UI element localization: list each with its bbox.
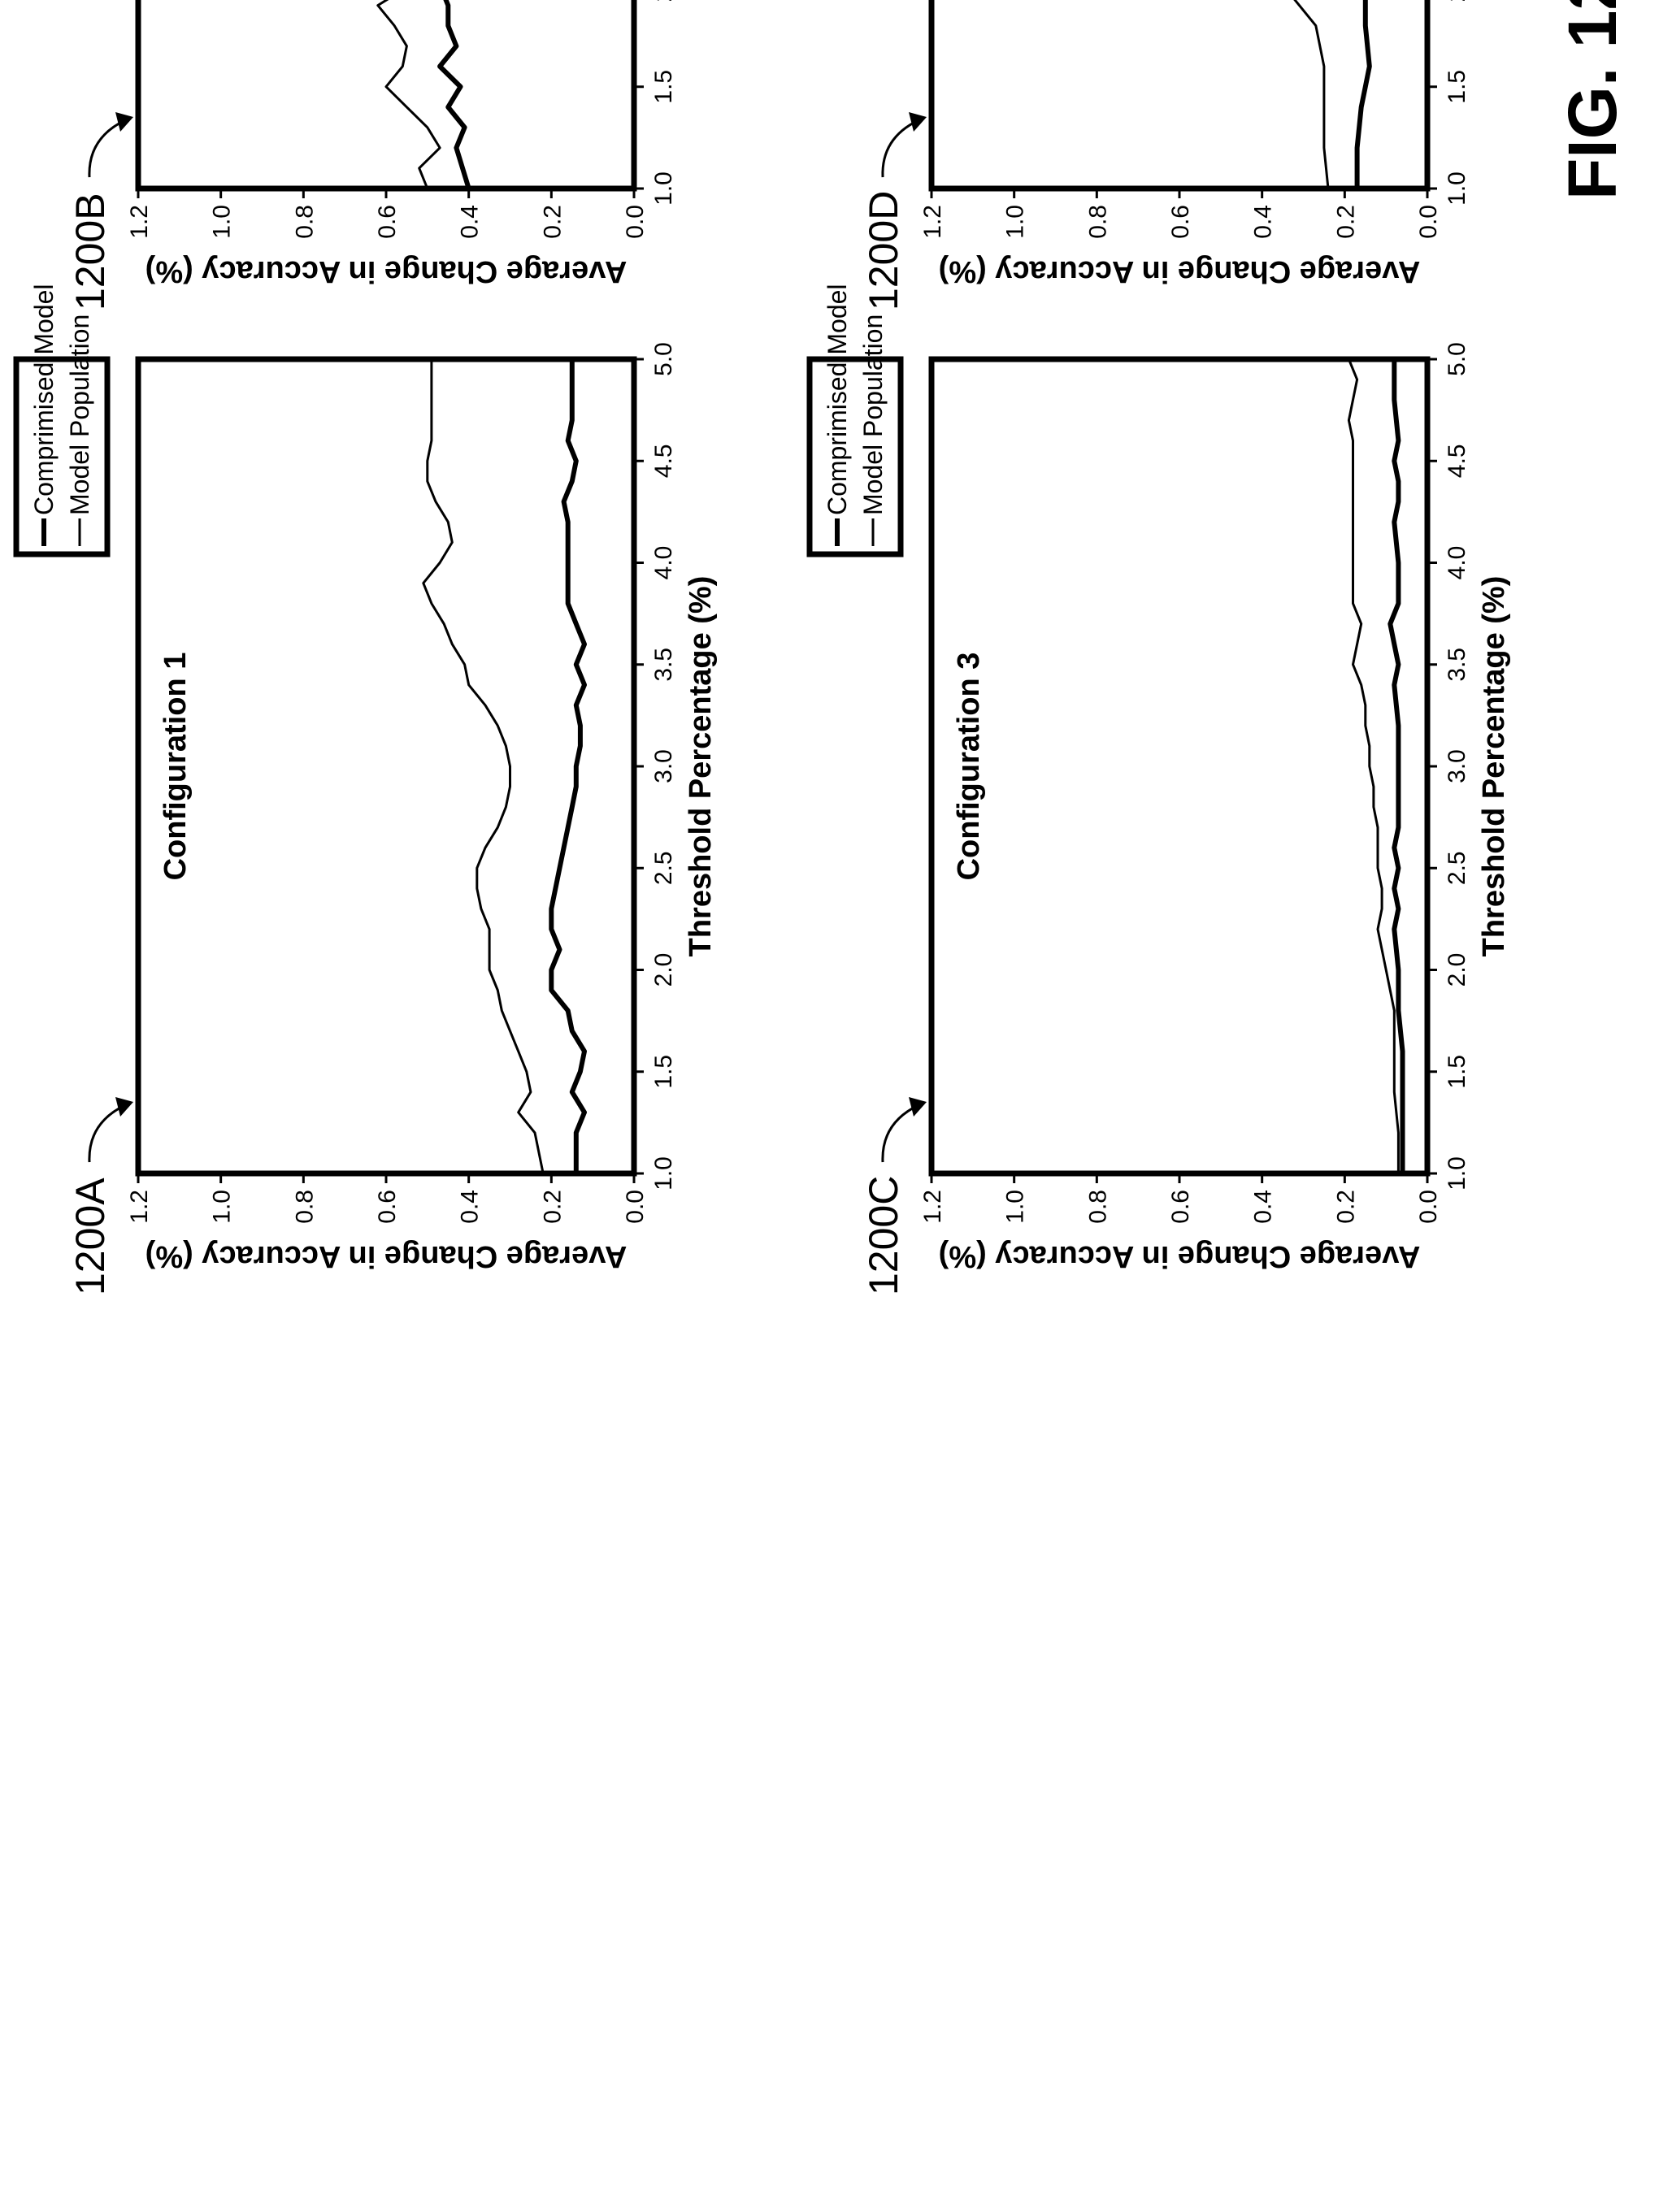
panel-label: 1200D <box>861 191 906 310</box>
figure-label: FIG. 12 <box>1554 0 1631 200</box>
x-tick-label: 1.5 <box>1444 1055 1470 1089</box>
y-axis-label: Average Change in Accuracy (%) <box>939 1239 1421 1273</box>
y-tick-label: 1.0 <box>209 205 236 239</box>
x-tick-label: 1.5 <box>650 1055 677 1089</box>
x-tick-label: 4.0 <box>650 546 677 580</box>
y-tick-label: 0.6 <box>374 205 401 239</box>
y-tick-label: 0.4 <box>1250 205 1277 239</box>
plot-frame <box>928 0 1431 192</box>
x-tick-label: 1.0 <box>1444 1156 1470 1191</box>
x-tick-label: 2.0 <box>650 0 677 2</box>
panel-label-arrow <box>881 1104 919 1163</box>
x-tick-label: 2.5 <box>1444 851 1470 885</box>
y-tick-label: 1.0 <box>209 1190 236 1224</box>
y-tick-label: 0.0 <box>1415 205 1442 239</box>
y-axis-label: Average Change in Accuracy (%) <box>939 254 1421 288</box>
legend-entry: Comprimised Model <box>823 284 852 515</box>
chart-title: Configuration 3 <box>952 653 986 881</box>
legend-box <box>13 356 111 557</box>
y-tick-label: 0.2 <box>1332 205 1359 239</box>
panel-label-arrow <box>88 1104 126 1163</box>
y-tick-label: 0.4 <box>1250 1190 1277 1224</box>
legend-entry: Comprimised Model <box>29 284 59 515</box>
y-tick-label: 0.4 <box>457 1190 484 1224</box>
legend-entry: Model Population <box>65 314 94 515</box>
x-tick-label: 3.5 <box>650 648 677 682</box>
y-tick-label: 0.0 <box>622 1190 649 1224</box>
x-tick-label: 2.0 <box>1444 953 1470 987</box>
x-tick-label: 5.0 <box>1444 342 1470 376</box>
y-tick-label: 0.6 <box>1167 205 1194 239</box>
plot-frame <box>135 356 637 1177</box>
panel-label: 1200B <box>67 193 113 310</box>
x-tick-label: 1.0 <box>650 1156 677 1191</box>
series-line-comprimised-model <box>1354 0 1385 191</box>
x-tick-label: 1.5 <box>650 70 677 104</box>
panel-label-arrow <box>881 119 919 178</box>
y-tick-label: 0.8 <box>291 1190 318 1224</box>
x-tick-label: 5.0 <box>650 342 677 376</box>
y-tick-label: 1.0 <box>1002 205 1029 239</box>
panel-label-arrow <box>88 119 126 178</box>
x-tick-label: 4.5 <box>650 444 677 478</box>
x-axis-label: Threshold Percentage (%) <box>684 576 718 957</box>
chart-panel-1200a: 1.0 1.5 2.0 2.5 3.0 3.5 4.0 4.5 5.0 0.0 0.2 0.4 0.6 0… <box>13 284 718 1295</box>
chart-panel-1200b: 1.01.52.02.53.03.54.04.55.00.00.20.40.60… <box>67 0 677 310</box>
panel-label: 1200A <box>67 1178 113 1295</box>
x-tick-label: 4.0 <box>1444 546 1470 580</box>
chart-title: Configuration 1 <box>159 653 193 881</box>
y-tick-label: 1.0 <box>1002 1190 1029 1224</box>
series-line-comprimised-model <box>1388 357 1405 1176</box>
y-axis-label: Average Change in Accuracy (%) <box>145 254 628 288</box>
y-tick-label: 0.8 <box>291 205 318 239</box>
y-axis-label: Average Change in Accuracy (%) <box>145 1239 628 1273</box>
series-line-model-population <box>1347 358 1400 1175</box>
y-tick-label: 0.2 <box>539 205 566 239</box>
panels-group: 1.0 1.5 2.0 2.5 3.0 3.5 4.0 4.5 5.0 0.0 0.2 0.4 0.6 0… <box>13 0 1511 1295</box>
y-tick-label: 1.2 <box>919 1190 946 1224</box>
y-tick-label: 0.4 <box>457 205 484 239</box>
x-tick-label: 3.5 <box>1444 648 1470 682</box>
x-tick-label: 2.5 <box>650 851 677 885</box>
y-tick-label: 0.8 <box>1084 205 1111 239</box>
y-tick-label: 1.2 <box>126 205 153 239</box>
y-tick-label: 0.0 <box>1415 1190 1442 1224</box>
legend-entry: Model Population <box>858 314 888 515</box>
x-tick-label: 1.5 <box>1444 70 1470 104</box>
y-tick-label: 0.2 <box>1332 1190 1359 1224</box>
panel-label-arrowhead <box>115 1097 133 1117</box>
y-tick-label: 0.6 <box>374 1190 401 1224</box>
x-tick-label: 3.0 <box>650 749 677 783</box>
plot-frame <box>135 0 637 192</box>
x-tick-label: 2.0 <box>1444 0 1470 2</box>
x-tick-label: 3.0 <box>1444 749 1470 783</box>
chart-panel-1200c: 1.0 1.5 2.0 2.5 3.0 3.5 4.0 4.5 5.0 0.0 0.2 0.4 0.6 0… <box>806 284 1511 1295</box>
panel-label: 1200C <box>861 1176 906 1295</box>
panel-label-arrowhead <box>909 112 927 132</box>
x-tick-label: 4.5 <box>1444 444 1470 478</box>
x-axis-label: Threshold Percentage (%) <box>1477 576 1511 957</box>
x-tick-label: 1.0 <box>650 171 677 206</box>
y-tick-label: 0.2 <box>539 1190 566 1224</box>
y-tick-label: 0.8 <box>1084 1190 1111 1224</box>
series-line-model-population <box>170 0 441 190</box>
y-tick-label: 1.2 <box>919 205 946 239</box>
y-tick-label: 0.6 <box>1167 1190 1194 1224</box>
series-line-model-population <box>422 358 545 1175</box>
series-line-comprimised-model <box>437 0 488 191</box>
x-tick-label: 2.0 <box>650 953 677 987</box>
rotated-figure-content: 1.0 1.5 2.0 2.5 3.0 3.5 4.0 4.5 5.0 0.0 0.2 0.4 0.6 0… <box>13 0 1631 1295</box>
panel-label-arrowhead <box>115 112 133 132</box>
series-line-model-population <box>1194 0 1330 190</box>
series-line-comprimised-model <box>549 357 587 1176</box>
panel-label-arrowhead <box>909 1097 927 1117</box>
chart-panel-1200d: 1.01.52.02.53.03.54.04.55.00.00.20.40.60… <box>861 0 1470 310</box>
y-tick-label: 1.2 <box>126 1190 153 1224</box>
legend-box <box>806 356 904 557</box>
y-tick-label: 0.0 <box>622 205 649 239</box>
x-tick-label: 1.0 <box>1444 171 1470 206</box>
